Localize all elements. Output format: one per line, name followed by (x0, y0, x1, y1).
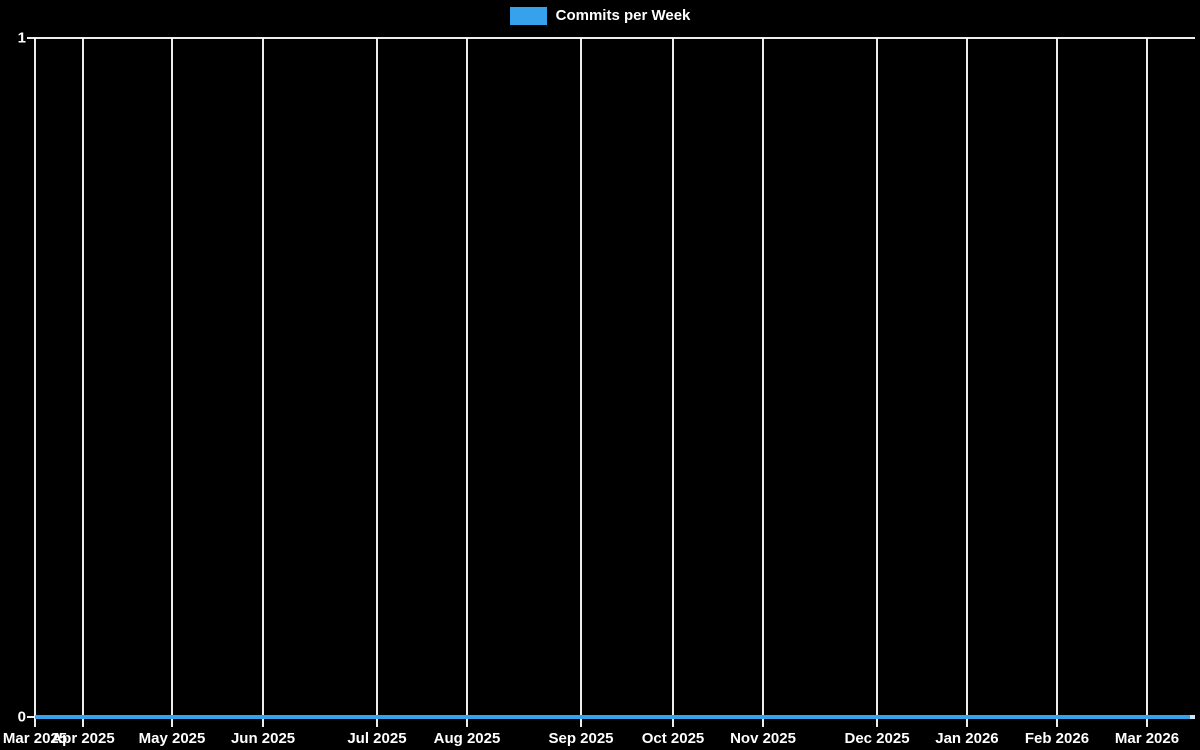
y-tick-label: 0 (17, 708, 26, 726)
data-line (35, 715, 1192, 719)
x-tick-label: Mar 2026 (1114, 730, 1180, 747)
x-tick-label: Sep 2025 (548, 730, 614, 747)
gridline-x (672, 38, 674, 727)
gridline-x (34, 38, 36, 727)
gridline-x (1055, 38, 1058, 727)
x-tick-label: Jan 2026 (935, 730, 999, 747)
x-tick-label: Nov 2025 (730, 730, 796, 747)
legend-swatch (509, 7, 547, 25)
gridline-x (170, 38, 173, 727)
gridline-x (465, 38, 468, 727)
x-tick-label: Mar 2025 (2, 730, 68, 747)
data-line-end-marker (1190, 715, 1195, 719)
x-tick-label: Dec 2025 (844, 730, 910, 747)
gridline-x (965, 38, 968, 727)
x-tick-label: May 2025 (138, 730, 206, 747)
x-tick-label: Jun 2025 (230, 730, 296, 747)
legend[interactable]: Commits per Week (0, 7, 1200, 25)
x-tick-label: Jul 2025 (347, 730, 407, 747)
gridline-x (1145, 38, 1148, 727)
y-tick-label: 1 (17, 29, 26, 47)
gridline-y-1 (27, 37, 1195, 39)
x-tick-label: Aug 2025 (433, 730, 501, 747)
gridline-x (82, 38, 85, 727)
gridline-x (262, 38, 265, 727)
gridline-x (375, 38, 378, 727)
legend-label: Commits per Week (555, 7, 691, 24)
x-tick-label: Feb 2026 (1024, 730, 1090, 747)
gridline-x (876, 38, 879, 727)
x-tick-label: Oct 2025 (641, 730, 705, 747)
gridline-x (580, 38, 582, 727)
x-tick-label: Apr 2025 (51, 730, 115, 747)
gridline-x (762, 38, 765, 727)
